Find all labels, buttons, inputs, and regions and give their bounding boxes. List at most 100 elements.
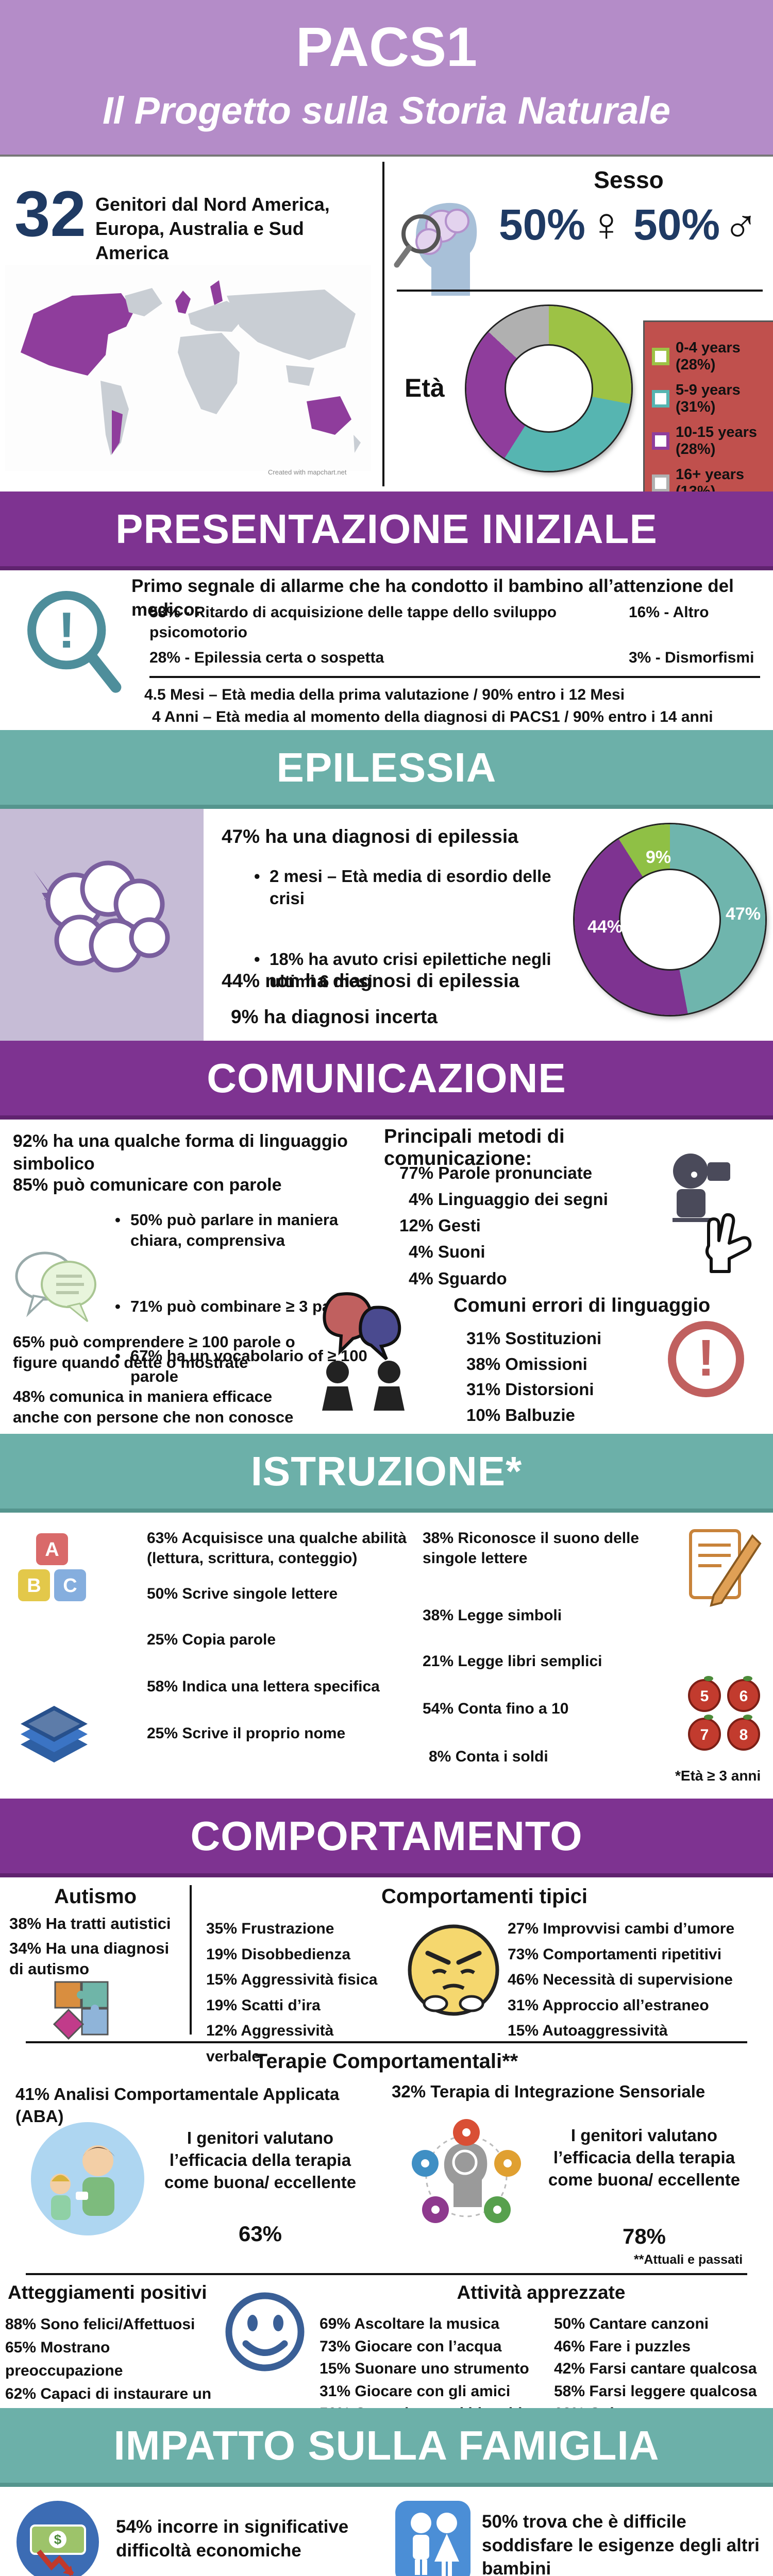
autismo-title: Autismo	[54, 1885, 137, 1908]
svg-text:!: !	[697, 1329, 714, 1387]
attivita-col1: 69% Ascoltare la musica 73% Giocare con …	[320, 2313, 551, 2425]
stat-item: 38% Legge simboli	[423, 1607, 562, 1624]
stat-item: 15% Aggressività fisica	[206, 1971, 378, 1988]
speech-bubbles-icon	[15, 1251, 96, 1323]
age-donut-chart	[466, 306, 631, 471]
banner-presentazione: PRESENTAZIONE INIZIALE	[0, 492, 773, 570]
stat-item: 9% ha diagnosi incerta	[231, 1006, 438, 1027]
stat-item: 63% Acquisisce una qualche abilità (lett…	[147, 1530, 407, 1567]
presentazione-section: ! Primo segnale di allarme che ha condot…	[0, 570, 773, 730]
stat-item: 50% Scrive singole lettere	[147, 1585, 338, 1602]
legend-chip-teal	[652, 390, 669, 408]
stat-item: 41% Analisi Comportamentale Applicata (A…	[15, 2084, 340, 2126]
stat-item: 27% Improvvisi cambi d’umore	[508, 1920, 735, 1937]
map-australia	[307, 396, 351, 435]
svg-text:A: A	[45, 1539, 59, 1561]
stat-item: 50% trova che è difficile soddisfare le …	[482, 2512, 760, 2576]
istruzione-col1: 63% Acquisisce una qualche abilità (lett…	[147, 1528, 407, 1743]
attivita-title: Attività apprezzate	[457, 2282, 626, 2303]
demographics-section: 32 Genitori dal Nord America, Europa, Au…	[0, 157, 773, 519]
legend-chip-gray	[652, 474, 669, 492]
stat-item: 4% Sguardo	[409, 1268, 507, 1288]
smiley-icon	[225, 2292, 305, 2371]
stat-item: 15% Autoaggressività	[508, 2022, 668, 2039]
divider	[190, 1885, 192, 2035]
legend-label: 10-15 years (28%)	[676, 424, 758, 457]
participant-count-label: Genitori dal Nord America, Europa, Austr…	[95, 194, 330, 263]
errors-title: Comuni errori di linguaggio	[453, 1295, 711, 1316]
legend-chip-green	[652, 348, 669, 365]
books-icon	[21, 1706, 88, 1762]
stat-item: 71% può combinare ≥ 3 parole	[111, 1296, 373, 1317]
age-note: *Età ≥ 3 anni	[675, 1768, 761, 1784]
divider	[26, 2041, 747, 2043]
legend-item: 5-9 years (31%)	[652, 382, 773, 416]
errors-list: 31% Sostituzioni 38% Omissioni 31% Disto…	[466, 1326, 652, 1428]
stat-item: 32% Terapia di Integrazione Sensoriale	[392, 2082, 705, 2101]
stat-item: 92% ha una qualche forma di linguaggio s…	[13, 1131, 348, 1174]
terapie-title: Terapie Comportamentali**	[255, 2050, 518, 2073]
stat-item: 54% incorre in significative difficoltà …	[116, 2517, 349, 2561]
legend-label: 5-9 years (31%)	[676, 382, 741, 415]
stat-item: 38% Ha tratti autistici	[9, 1914, 171, 1933]
svg-text:B: B	[27, 1575, 41, 1597]
stat-item: 19% Disobbedienza	[206, 1945, 351, 1963]
stat-item: 2 mesi – Età media di esordio delle cris…	[250, 866, 589, 910]
stat-item: 10% Balbuzie	[466, 1405, 575, 1425]
banner-comportamento: COMPORTAMENTO	[0, 1799, 773, 1877]
page-title: PACS1	[295, 15, 478, 78]
donut-label-44: 44%	[587, 917, 623, 937]
stat-item: 47% ha una diagnosi di epilessia	[222, 826, 518, 847]
banner-istruzione: ISTRUZIONE*	[0, 1434, 773, 1513]
svg-text:$: $	[54, 2532, 62, 2547]
stat-item: 73% Comportamenti ripetitivi	[508, 1945, 722, 1963]
stat-item: 48% comunica in maniera efficace anche c…	[13, 1387, 294, 1427]
stat-item: 21% Legge libri semplici	[423, 1653, 602, 1670]
stat-item: 85% può comunicare con parole	[13, 1175, 282, 1195]
stat-item: 50% Cantare canzoni	[554, 2315, 709, 2332]
male-icon: ♂	[723, 198, 759, 251]
banner-title: ISTRUZIONE*	[250, 1448, 523, 1494]
stat-item: 12% Aggressività verbale	[206, 2022, 334, 2065]
brain-panel	[0, 809, 204, 1041]
impatto-section: $ 54% incorre in significative difficolt…	[0, 2487, 773, 2576]
stat-item: 69% Ascoltare la musica	[320, 2315, 500, 2332]
stat-item: 4 Anni – Età media al momento della diag…	[152, 708, 713, 725]
stat-item: 46% Necessità di supervisione	[508, 1971, 733, 1988]
sensory-integration-icon	[412, 2119, 521, 2223]
map-asia	[227, 290, 356, 360]
svg-text:!: !	[58, 602, 75, 658]
map-north-america	[21, 293, 134, 376]
stat-item: 34% Ha una diagnosi di autismo	[9, 1939, 170, 1978]
apple-number: 8	[740, 1726, 748, 1743]
banner-title: COMUNICAZIONE	[207, 1055, 566, 1101]
stat-item: 19% Scatti d’ira	[206, 1996, 321, 2014]
epilepsy-donut-chart	[575, 824, 765, 1015]
stat-item: 54% Conta fino a 10	[423, 1700, 569, 1717]
stat-item: 31% Distorsioni	[466, 1380, 594, 1399]
female-pct: 50%	[498, 200, 585, 249]
age-legend: 0-4 years (28%) 5-9 years (31%) 10-15 ye…	[643, 320, 773, 519]
conversation-icon	[322, 1292, 405, 1411]
sex-title: Sesso	[594, 166, 664, 193]
page-subtitle: Il Progetto sulla Storia Naturale	[102, 89, 670, 132]
map-finland	[210, 280, 223, 305]
aba-rating: I genitori valutano l’efficacia della te…	[164, 2128, 357, 2192]
stat-item: 25% Copia parole	[147, 1631, 276, 1648]
participant-count: 32	[14, 178, 87, 250]
divider	[26, 2273, 747, 2275]
stat-item: 12% Gesti	[399, 1216, 481, 1235]
donut-label-9: 9%	[646, 848, 671, 867]
comunicazione-section: 92% ha una qualche forma di linguaggio s…	[0, 1120, 773, 1434]
legend-item: 10-15 years (28%)	[652, 424, 773, 458]
banner-impatto: IMPATTO SULLA FAMIGLIA	[0, 2408, 773, 2487]
alert-magnifier-icon: !	[27, 591, 122, 693]
brain-icon	[33, 860, 170, 973]
siblings-icon	[395, 2501, 470, 2576]
pointing-hand-icon	[705, 1213, 752, 1273]
exclamation-circle-icon: !	[668, 1321, 744, 1397]
stat-item: 35% Frustrazione	[206, 1920, 334, 1937]
stat-item: 31% Sostituzioni	[466, 1329, 602, 1348]
stat-item: 65% può comprendere ≥ 100 parole o figur…	[13, 1333, 295, 1372]
